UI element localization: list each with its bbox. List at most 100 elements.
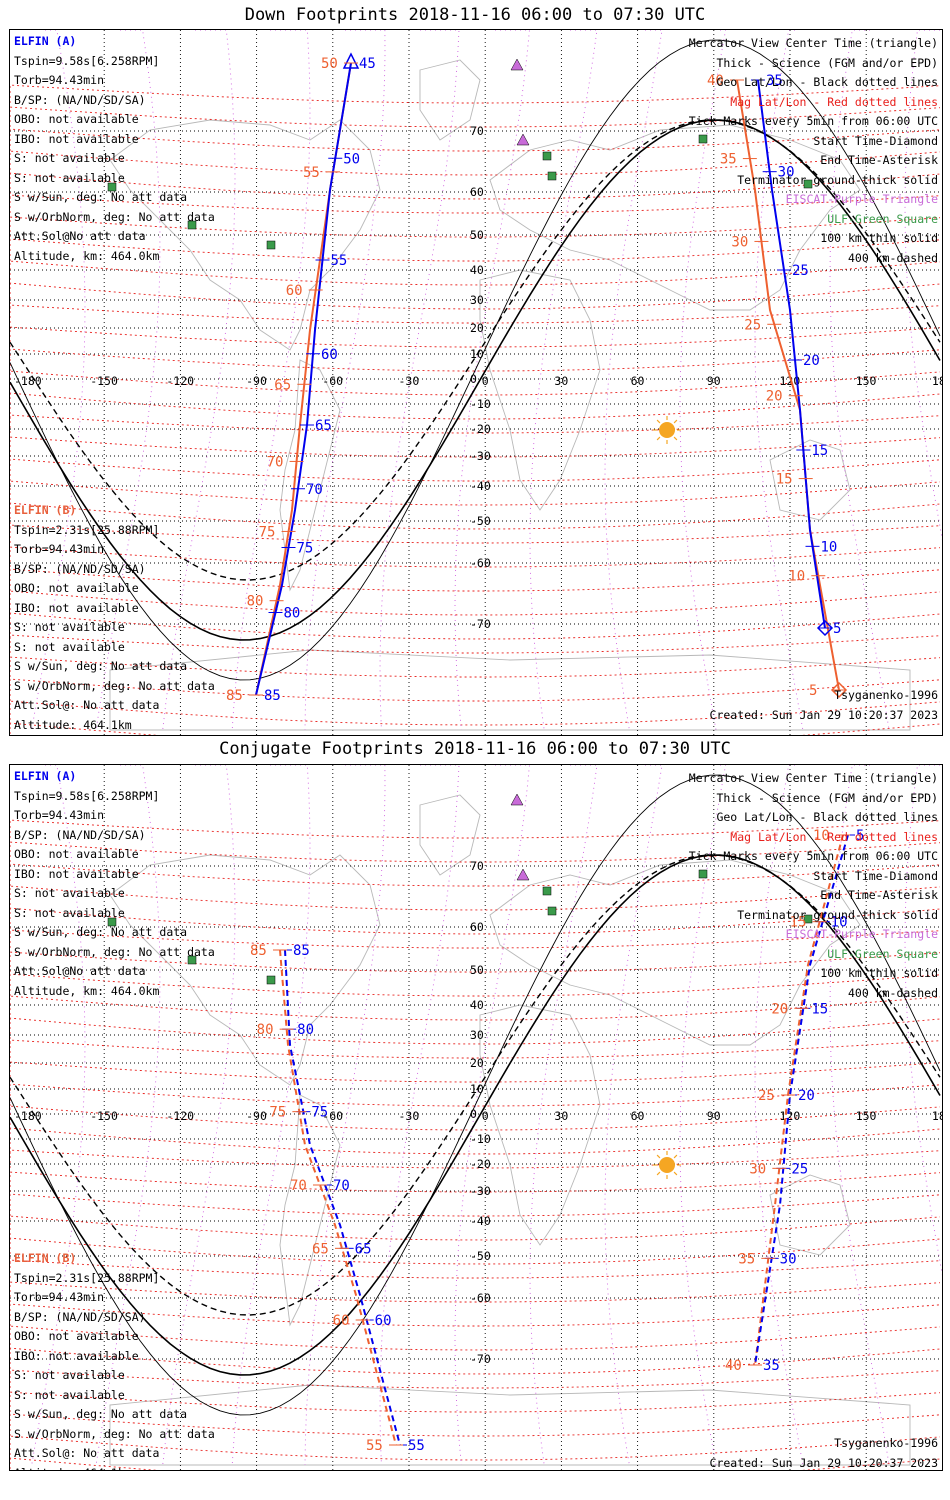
mag-lat-line: [10, 282, 941, 310]
elfin-b-info-line: Altitude: 464.1km: [14, 717, 132, 732]
lon-tick-label: 0: [482, 1109, 489, 1123]
elfin-b-info-line: Tspin=2.31s[25.88RPM]: [14, 522, 160, 537]
track-time-label: 25: [792, 263, 809, 279]
track-time-label: 20: [771, 1001, 788, 1017]
legend-item: Start Time-Diamond: [813, 133, 938, 148]
track-time-label: 30: [731, 234, 748, 250]
lon-tick-label: 180: [932, 374, 942, 388]
footer-right: Tsyganenko-1996 Created: Sun Jan 29 10:2…: [710, 686, 938, 725]
elfin-a-info-line: Tspin=9.58s[6.258RPM]: [14, 53, 160, 68]
lon-tick-label: -120: [166, 374, 194, 388]
track-time-label: 85: [293, 943, 310, 959]
mag-lon-line: [304, 765, 386, 1466]
continent-outline: [479, 269, 601, 511]
elfin-a-info-line: Altitude, km: 464.0km: [14, 248, 160, 263]
elfin-a-info-line: Tspin=9.58s[6.258RPM]: [14, 788, 160, 803]
elfin-a-info-line: S: not available: [14, 151, 125, 165]
track-time-label: 40: [725, 1358, 742, 1374]
track-time-label: 20: [766, 389, 783, 405]
lat-tick-label: 20: [470, 1056, 484, 1070]
track-time-label: 75: [269, 1105, 286, 1121]
eiscat-marker: [516, 868, 530, 881]
elfin-a-info-line: Torb=94.43min: [14, 73, 105, 87]
mag-lat-line: [10, 907, 941, 935]
continent-outline: [769, 1174, 851, 1256]
ulf-station-marker: [187, 220, 197, 230]
conjugate-map-canvas: -180-150-120-90-60-300306090120150180706…: [10, 765, 942, 1470]
eiscat-marker: [510, 58, 524, 71]
track-time-label: 80: [284, 606, 301, 622]
track-time-label: 15: [811, 1001, 828, 1017]
ulf-station-marker: [698, 134, 708, 144]
lon-tick-label: 0: [482, 374, 489, 388]
lat-tick-label: 70: [470, 859, 484, 873]
track-time-label: 50: [343, 151, 360, 167]
terminator-100km: [10, 774, 941, 1416]
track-time-label: 45: [359, 56, 376, 72]
sun-ray: [673, 1154, 678, 1159]
lat-tick-label: -30: [470, 449, 491, 463]
track-time-label: 70: [333, 1178, 350, 1194]
mag-lat-line: [10, 106, 941, 128]
continent-outline: [489, 859, 861, 1046]
ulf-station-marker: [107, 182, 117, 192]
track-time-label: 55: [331, 253, 348, 269]
track-time-label: 10: [831, 915, 848, 931]
lon-tick-label: -30: [399, 374, 420, 388]
track-time-label: 15: [811, 443, 828, 459]
lon-tick-label: 30: [554, 1109, 568, 1123]
legend-item: Mercator View Center Time (triangle): [688, 36, 938, 50]
track-time-label: 70: [267, 454, 284, 470]
elfin-b-info-line: B/SP: (NA/ND/SD/SA): [14, 561, 146, 576]
mag-lat-line: [10, 1127, 941, 1155]
elfin-b-info-line: OBO: not available: [14, 1329, 139, 1343]
ulf-station-marker: [187, 955, 197, 965]
model-name: Tsyganenko-1996: [834, 688, 938, 702]
track-time-label: 60: [375, 1313, 392, 1329]
elfin-a-header: ELFIN (A): [14, 34, 77, 48]
continent-outline: [279, 359, 341, 592]
lon-tick-label: -90: [246, 374, 267, 388]
sun-ray: [656, 436, 661, 441]
conjugate-panel-title: Conjugate Footprints 2018-11-16 06:00 to…: [219, 739, 731, 759]
conjugate-footprints-map: -180-150-120-90-60-300306090120150180706…: [9, 764, 943, 1471]
start-triangle-marker: [342, 52, 360, 69]
lat-tick-label: 60: [470, 185, 484, 199]
lon-tick-label: -30: [399, 1109, 420, 1123]
elfin-a-info-line: Att.Sol@No att data: [14, 964, 146, 978]
eiscat-marker: [516, 133, 530, 146]
mag-lon-line: [829, 765, 890, 1466]
elfin-b-header: ELFIN (B): [14, 1251, 77, 1265]
elfin-a-info-line: S w/Sun, deg: No att data: [14, 190, 188, 204]
elfin-a-info-line: Altitude, km: 464.0km: [14, 983, 160, 998]
lat-tick-label: -20: [470, 1157, 491, 1171]
elfin-b-info: ELFIN (B) Tspin=2.31s[25.88RPM] Torb=94.43…: [14, 501, 215, 735]
lat-tick-label: -70: [470, 617, 491, 631]
mag-lon-line: [604, 765, 663, 1466]
lon-tick-label: -60: [322, 1109, 343, 1123]
elfin-a-info-line: S w/OrbNorm, deg: No att data: [14, 944, 215, 959]
lat-tick-label: 50: [470, 963, 484, 977]
lat-tick-label: -20: [470, 422, 491, 436]
track-time-label: 85: [250, 943, 267, 959]
ulf-station-marker: [266, 240, 276, 250]
ulf-station-marker: [107, 917, 117, 927]
track-time-label: 5: [833, 621, 841, 637]
sun-ray: [673, 419, 678, 424]
lon-tick-label: -60: [322, 374, 343, 388]
mag-lat-line: [10, 1171, 941, 1193]
elfin-b-info-line: Att.Sol@: No att data: [14, 1446, 160, 1460]
track-time-label: 35: [720, 152, 737, 168]
legend-item: ULF-Green Square: [827, 211, 938, 226]
mag-lon-line: [904, 765, 942, 1276]
legend-item: Terminator ground-thick solid: [737, 172, 938, 187]
mag-lat-line: [10, 1061, 941, 1083]
track-time-label: 80: [247, 594, 264, 610]
lat-tick-label: -60: [470, 556, 491, 570]
elfin-a-info-line: Att.Sol@No att data: [14, 229, 146, 243]
track-time-label: 70: [306, 482, 323, 498]
lon-tick-label: -180: [14, 374, 42, 388]
track-time-label: 75: [297, 541, 314, 557]
legend-item: 400 km-dashed: [847, 250, 938, 265]
legend-item: Mag Lat/Lon - Red dotted lines: [730, 94, 938, 109]
